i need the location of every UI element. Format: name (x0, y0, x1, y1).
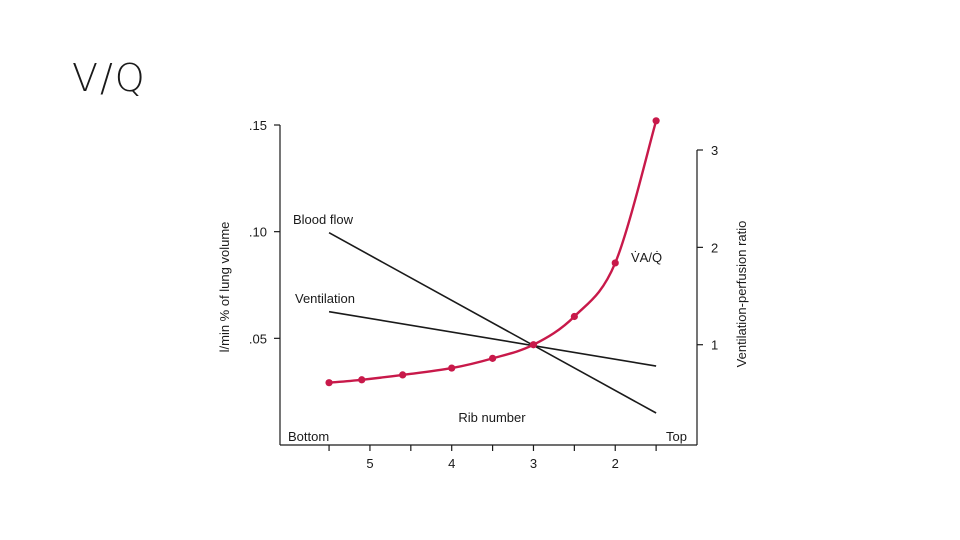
vq-ratio-point (529, 341, 538, 349)
right-y-tick-label: 1 (711, 338, 718, 353)
vq-ratio-point (570, 312, 578, 321)
vq-ratio-point (652, 117, 660, 125)
x-tick-label: 5 (366, 456, 373, 471)
left-y-axis-title: l/min % of lung volume (217, 222, 232, 353)
left-y-tick-label: .15 (249, 118, 267, 133)
vq-ratio-point (358, 376, 366, 384)
ventilation-label: Ventilation (295, 291, 355, 306)
vq-ratio-curve (328, 120, 658, 384)
x-right-label: Top (666, 429, 687, 444)
axes (279, 125, 698, 446)
right-y-axis-title: Ventilation-perfusion ratio (734, 221, 749, 368)
x-tick-label: 2 (612, 456, 619, 471)
vq-ratio-point (325, 379, 333, 387)
blood-flow-line (328, 232, 657, 414)
blood-flow-label: Blood flow (293, 212, 354, 227)
vq-ratio-point (611, 259, 619, 267)
left-y-tick-label: .05 (249, 331, 267, 346)
right-y-tick-label: 3 (711, 143, 718, 158)
vq-ratio-point (448, 364, 456, 372)
right-y-tick-label: 2 (711, 240, 718, 255)
left-y-tick-label: .10 (249, 225, 267, 240)
x-tick-label: 3 (530, 456, 537, 471)
vq-ratio-point (399, 371, 407, 379)
x-left-label: Bottom (288, 429, 329, 444)
slide-title: V/Q (72, 56, 147, 100)
x-axis-title: Rib number (458, 410, 526, 425)
vq-ratio-point (488, 354, 497, 362)
series-labels: Blood flow Ventilation V̇A/Q̇ (293, 212, 662, 306)
x-tick-label: 4 (448, 456, 455, 471)
ventilation-line (328, 310, 657, 367)
vq-ratio-label: V̇A/Q̇ (631, 250, 662, 265)
axis-labels: l/min % of lung volume Ventilation-perfu… (217, 221, 749, 444)
ticks: .15 .10 .05 3 2 1 5 4 3 2 (249, 118, 718, 471)
series (325, 117, 660, 414)
